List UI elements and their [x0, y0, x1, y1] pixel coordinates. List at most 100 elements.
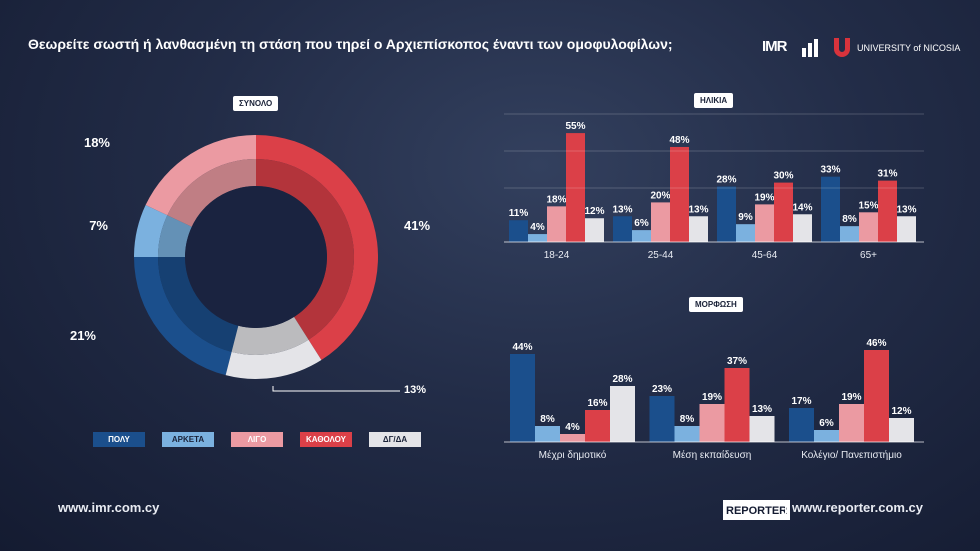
education-value-label: 28%	[612, 374, 632, 385]
donut-label-ligo: 18%	[84, 135, 110, 150]
education-value-label: 44%	[512, 342, 532, 353]
age-category-label: 65+	[860, 250, 877, 261]
donut-inner-slice-dgda	[231, 316, 309, 355]
donut-label-arketa: 7%	[89, 218, 108, 233]
legend-item-ligo: ΛΙΓΟ	[231, 432, 283, 447]
donut-slice-ligo	[145, 135, 256, 216]
education-value-label: 17%	[791, 396, 811, 407]
total-pill: ΣΥΝΟΛΟ	[233, 96, 279, 111]
age-bar-ligo	[755, 204, 774, 242]
education-value-label: 19%	[702, 392, 722, 403]
donut-inner-slice-poly	[158, 257, 239, 352]
donut-hole	[185, 186, 327, 328]
legend-label-poly: ΠΟΛΥ	[108, 435, 130, 444]
legend-item-poly: ΠΟΛΥ	[93, 432, 145, 447]
age-category-label: 25-44	[648, 250, 674, 261]
donut-label-poly: 21%	[70, 328, 96, 343]
education-bar-poly	[789, 408, 814, 442]
donut-inner-shade-arketa	[158, 215, 192, 257]
age-value-label: 13%	[612, 204, 632, 215]
footer-right-url[interactable]: www.reporter.com.cy	[792, 500, 924, 515]
education-bar-katholou	[585, 410, 610, 442]
age-pill-label: ΗΛΙΚΙΑ	[700, 96, 728, 105]
age-bar-dgda	[689, 216, 708, 242]
donut-inner-shade-poly	[158, 257, 239, 352]
age-bar-katholou	[670, 146, 689, 242]
education-bar-dgda	[889, 418, 914, 442]
legend-label-arketa: ΑΡΚΕΤΑ	[171, 435, 205, 444]
donut-inner-slice-ligo	[167, 159, 256, 227]
education-value-label: 37%	[727, 356, 747, 367]
education-value-label: 23%	[652, 384, 672, 395]
age-bar-ligo	[547, 206, 566, 242]
donut-inner-slice-katholou	[256, 159, 354, 340]
education-pill-label: ΜΟΡΦΩΣΗ	[695, 300, 737, 309]
education-value-label: 4%	[565, 422, 580, 433]
education-bar-ligo	[699, 404, 725, 442]
donut-slice-dgda	[225, 339, 322, 379]
education-value-label: 12%	[891, 406, 911, 417]
university-logo-icon	[832, 36, 852, 58]
reporter-logo-text: REPORTER	[726, 505, 788, 517]
education-bar-arketa	[814, 430, 839, 442]
education-value-label: 8%	[680, 414, 695, 425]
donut-label-dgda: 13%	[404, 384, 426, 396]
donut-slice-arketa	[134, 205, 168, 257]
age-value-label: 6%	[634, 218, 649, 229]
age-value-label: 4%	[530, 222, 545, 233]
age-bar-katholou	[878, 180, 897, 242]
age-category-label: 45-64	[752, 250, 778, 261]
imr-logo: IMR	[762, 38, 787, 56]
legend-label-ligo: ΛΙΓΟ	[247, 435, 267, 444]
footer-left-url[interactable]: www.imr.com.cy	[58, 500, 160, 515]
education-category-label: Μέση εκπαίδευση	[673, 449, 752, 461]
age-value-label: 31%	[877, 169, 897, 180]
donut-slice-poly	[134, 257, 232, 376]
education-bar-poly	[510, 354, 535, 442]
age-bar-arketa	[840, 226, 859, 242]
age-pill: ΗΛΙΚΙΑ	[694, 93, 734, 108]
age-bar-dgda	[585, 218, 604, 242]
education-bar-arketa	[535, 426, 560, 442]
age-bar-dgda	[793, 214, 812, 242]
education-value-label: 46%	[866, 338, 886, 349]
university-logo-text: UNIVERSITY of NICOSIA	[857, 43, 961, 53]
legend: ΠΟΛΥ ΑΡΚΕΤΑ ΛΙΓΟ ΚΑΘΟΛΟΥ ΔΓ/ΔΑ	[93, 432, 433, 448]
age-bar-ligo	[651, 202, 670, 242]
donut-inner-shade-dgda	[231, 316, 309, 355]
donut-inner-shade-katholou	[256, 159, 354, 340]
education-category-label: Κολέγιο/ Πανεπιστήμιο	[801, 449, 902, 461]
donut-inner-slice-arketa	[158, 215, 192, 257]
age-value-label: 28%	[716, 175, 736, 186]
legend-item-arketa: ΑΡΚΕΤΑ	[162, 432, 214, 447]
age-value-label: 55%	[565, 121, 585, 132]
age-value-label: 48%	[669, 135, 689, 146]
reporter-logo: REPORTER	[723, 500, 791, 520]
education-bar-katholou	[864, 350, 889, 442]
age-value-label: 14%	[792, 202, 812, 213]
legend-label-dgda: ΔΓ/ΔΑ	[382, 435, 408, 444]
age-bar-katholou	[566, 133, 585, 242]
age-bar-poly	[509, 220, 528, 242]
age-bar-arketa	[528, 234, 547, 242]
education-category-label: Μέχρι δημοτικό	[539, 449, 607, 461]
age-value-label: 15%	[858, 200, 878, 211]
donut-leader-line	[272, 386, 400, 392]
age-value-label: 19%	[754, 192, 774, 203]
education-bar-ligo	[560, 434, 585, 442]
education-value-label: 19%	[841, 392, 861, 403]
education-bar-dgda	[610, 386, 635, 442]
donut-inner-shade-ligo	[167, 159, 256, 227]
age-bar-poly	[717, 186, 736, 242]
education-bar-ligo	[839, 404, 864, 442]
total-pill-label: ΣΥΝΟΛΟ	[239, 99, 273, 108]
age-value-label: 9%	[738, 212, 753, 223]
age-value-label: 18%	[546, 194, 566, 205]
education-value-label: 13%	[752, 404, 772, 415]
age-value-label: 13%	[688, 204, 708, 215]
age-bar-ligo	[859, 212, 878, 242]
age-value-label: 33%	[820, 165, 840, 176]
